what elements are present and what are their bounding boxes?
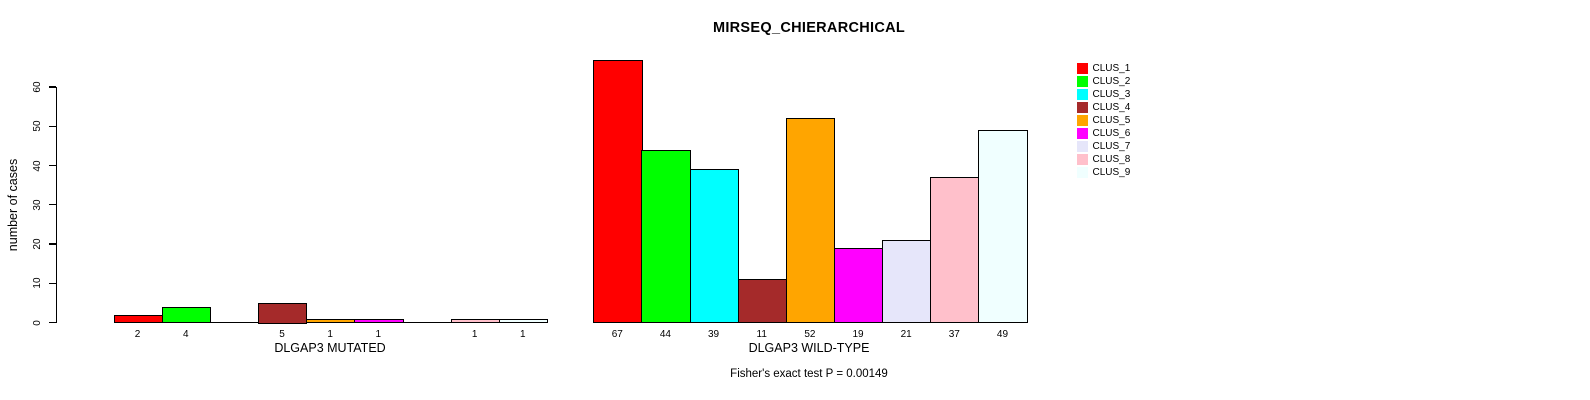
bar-clus_5 [306, 318, 356, 324]
bar-clus_6 [833, 247, 884, 324]
bar-value-label: 5 [279, 329, 285, 340]
legend-swatch [1077, 141, 1088, 152]
y-tick-label: 60 [32, 81, 43, 93]
legend-label: CLUS_5 [1092, 115, 1131, 126]
bar-value-label: 4 [182, 329, 189, 340]
legend-label: CLUS_2 [1092, 76, 1131, 87]
bar-value-label: 21 [900, 329, 912, 340]
bar-value-label: 49 [996, 329, 1009, 340]
legend-item: CLUS_7 [1077, 140, 1130, 153]
bar-clus_2 [641, 149, 691, 324]
bar-clus_4 [737, 279, 787, 324]
legend-label: CLUS_6 [1092, 128, 1131, 139]
legend-label: CLUS_8 [1092, 154, 1131, 165]
bar-clus_6 [354, 318, 404, 324]
legend-swatch [1077, 128, 1088, 139]
legend-swatch [1077, 63, 1088, 74]
y-tick-mark [48, 86, 56, 88]
y-tick-label: 50 [32, 120, 43, 132]
y-tick-mark [48, 282, 56, 284]
legend-item: CLUS_1 [1077, 62, 1130, 75]
legend-item: CLUS_2 [1077, 75, 1130, 88]
bar-value-label: 19 [852, 329, 864, 340]
legend-label: CLUS_4 [1092, 102, 1131, 113]
legend-item: CLUS_5 [1077, 114, 1130, 127]
y-tick-mark [48, 321, 56, 324]
bar-clus_7 [882, 240, 932, 324]
bar-clus_1 [593, 59, 643, 324]
fisher-test-footnote: Fisher's exact test P = 0.00149 [730, 368, 888, 380]
bar-clus_2 [161, 306, 211, 324]
bar-clus_8 [930, 177, 980, 324]
legend-swatch [1077, 115, 1088, 126]
legend-swatch [1077, 154, 1088, 165]
bar-clus_9 [978, 130, 1028, 324]
legend-item: CLUS_3 [1077, 88, 1130, 101]
bar-clus_4 [257, 302, 308, 324]
legend-label: CLUS_1 [1092, 63, 1131, 74]
legend-swatch [1077, 102, 1088, 113]
chart-title: MIRSEQ_CHIERARCHICAL [712, 20, 906, 36]
legend-item: CLUS_6 [1077, 127, 1130, 140]
bar-clus_3 [689, 169, 739, 324]
bar-value-label: 1 [519, 329, 526, 340]
y-tick-label: 40 [32, 159, 43, 172]
bar-value-label: 1 [375, 329, 382, 340]
bar-value-label: 44 [659, 329, 671, 340]
y-tick-mark [48, 243, 56, 245]
legend-swatch [1077, 89, 1088, 100]
y-tick-mark [48, 125, 56, 127]
y-tick-label: 20 [32, 238, 43, 250]
bar-clus_1 [113, 314, 163, 324]
legend-label: CLUS_3 [1092, 89, 1131, 100]
legend-item: CLUS_4 [1077, 101, 1130, 114]
y-tick-label: 10 [32, 277, 43, 289]
bar-clus_5 [785, 118, 836, 324]
y-tick-mark [48, 164, 56, 167]
bar-value-label: 52 [804, 329, 816, 340]
bar-value-label: 1 [471, 329, 478, 340]
y-axis-label: number of cases [6, 158, 20, 252]
y-axis-line [55, 87, 57, 323]
bar-value-label: 11 [756, 329, 767, 340]
x-axis-label-mutated: DLGAP3 MUTATED [274, 341, 386, 355]
y-tick-label: 0 [32, 319, 43, 326]
bar-clus_8 [450, 318, 500, 324]
y-tick-mark [48, 204, 56, 206]
x-axis-label-wildtype: DLGAP3 WILD-TYPE [748, 341, 870, 355]
legend-label: CLUS_9 [1092, 167, 1131, 178]
bar-value-label: 39 [708, 329, 720, 340]
bar-value-label: 2 [134, 329, 141, 340]
bar-value-label: 1 [327, 329, 333, 340]
bar-value-label: 67 [611, 329, 623, 340]
legend-swatch [1077, 167, 1088, 178]
bar-clus_9 [498, 318, 549, 324]
legend-label: CLUS_7 [1092, 141, 1131, 152]
legend-item: CLUS_9 [1077, 166, 1130, 179]
bar-value-label: 37 [948, 329, 960, 340]
legend: CLUS_1 CLUS_2 CLUS_3 CLUS_4 CLUS_5 CLUS_6 CLUS… [1077, 62, 1130, 179]
legend-item: CLUS_8 [1077, 153, 1130, 166]
y-tick-label: 30 [32, 199, 43, 211]
legend-swatch [1077, 76, 1088, 87]
